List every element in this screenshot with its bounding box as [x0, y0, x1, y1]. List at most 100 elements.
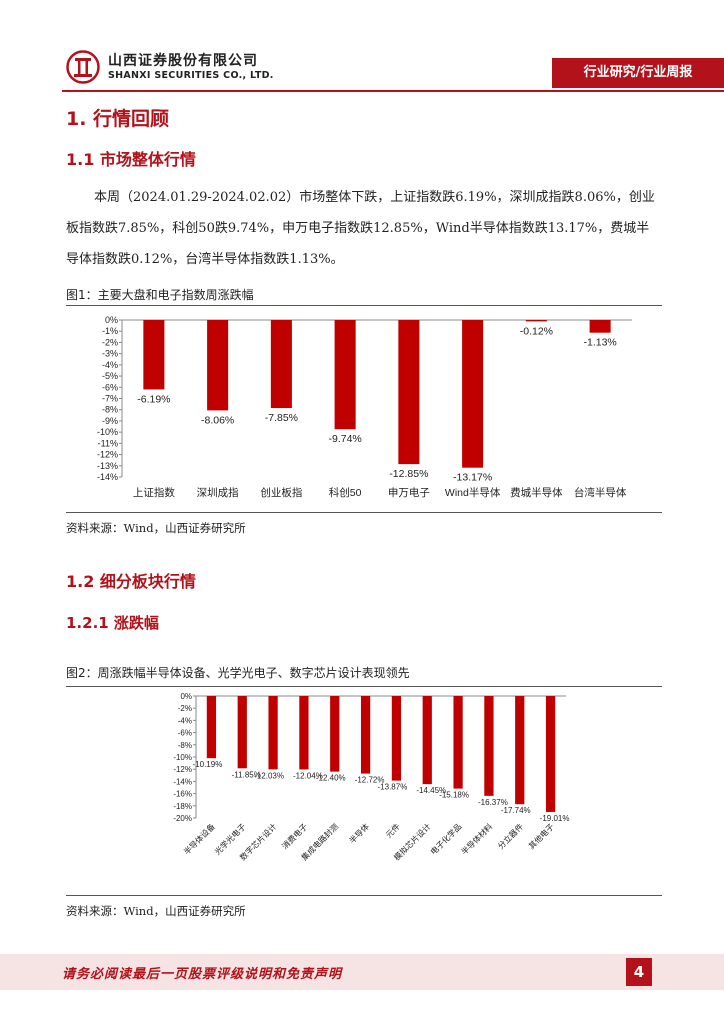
page-footer: 请务必阅读最后一页股票评级说明和免责声明 4: [0, 954, 724, 990]
market-summary-paragraph: 本周（2024.01.29-2024.02.02）市场整体下跌，上证指数跌6.1…: [66, 190, 655, 267]
chart2-bar: [299, 696, 309, 770]
chart1-data-label: -1.13%: [583, 337, 616, 349]
chart2-bar: [484, 696, 494, 796]
chart1-y-tick-label: -9%: [102, 416, 118, 426]
chart2-data-label: -12.03%: [254, 771, 284, 780]
figure-2-bottom-rule: [66, 895, 662, 896]
chart1-bar: [462, 320, 484, 468]
chart2-bar: [453, 696, 463, 789]
chart2-y-tick-label: -14%: [173, 777, 192, 786]
chart1-y-tick-label: -14%: [97, 472, 118, 482]
chart1-data-label: -6.19%: [137, 393, 170, 405]
company-name-cn: 山西证券股份有限公司: [108, 52, 258, 69]
chart2-bar: [360, 696, 371, 774]
chart2-data-label: -16.37%: [478, 798, 508, 807]
chart1-y-tick-label: -2%: [102, 337, 118, 347]
chart2-y-tick-label: -4%: [178, 716, 192, 725]
chart1-category-label: 科创50: [329, 486, 362, 499]
chart1-y-tick-label: -12%: [97, 450, 118, 460]
chart1-data-label: -12.85%: [389, 468, 428, 480]
chart1-y-tick-label: -4%: [102, 360, 118, 370]
figure-2-top-rule: [66, 686, 662, 687]
chart1-data-label: -9.74%: [328, 433, 361, 445]
chart1-y-tick-label: -3%: [102, 349, 118, 359]
figure-1-title: 图1：主要大盘和电子指数周涨跌幅: [66, 288, 254, 302]
chart1-bar: [334, 320, 356, 430]
chart1-bar: [143, 320, 165, 390]
header-divider: [62, 90, 724, 92]
chart1-y-tick-label: -8%: [102, 405, 118, 415]
section-heading-1-2-1: 1.2.1 涨跌幅: [66, 614, 159, 632]
chart2-bar: [268, 696, 278, 770]
chart2-bar: [391, 696, 402, 781]
chart2-data-label: -12.40%: [316, 774, 346, 783]
chart1-data-label: -13.17%: [453, 472, 492, 484]
chart2-category-label: 半导体材料: [459, 821, 494, 856]
chart1-bar: [589, 320, 611, 333]
company-logo-icon: [66, 50, 100, 84]
figure-2-chart: 0% -2% -4% -6% -8% -10% -12% -14% -16% -18% -20% -1…: [173, 692, 570, 862]
chart1-bar: [398, 320, 420, 465]
chart2-data-label: -19.01%: [540, 814, 570, 823]
chart2-data-label: -17.74%: [501, 806, 531, 815]
chart1-y-tick-label: -7%: [102, 394, 118, 404]
chart2-category-label: 半导体设备: [181, 821, 216, 856]
chart2-bar: [515, 696, 525, 805]
chart2-category-label: 电子化学品: [428, 821, 463, 856]
chart2-category-label: 其他电子: [526, 821, 556, 851]
section-heading-1-1: 1.1 市场整体行情: [66, 150, 196, 169]
figure-1-bottom-rule: [66, 512, 662, 513]
chart2-y-tick-label: -6%: [178, 729, 192, 738]
chart2-y-tick-label: -16%: [173, 790, 192, 799]
chart2-bar: [422, 696, 432, 785]
chart1-category-label: 台湾半导体: [574, 486, 627, 499]
chart2-y-tick-label: -8%: [178, 741, 192, 750]
chart2-bar: [237, 696, 247, 769]
figure-1-source: 资料来源：Wind，山西证券研究所: [66, 521, 246, 535]
chart2-category-label: 半导体: [347, 821, 371, 845]
chart2-bar: [330, 696, 340, 772]
chart2-bar: [206, 696, 217, 759]
chart2-y-tick-label: -18%: [173, 802, 192, 811]
chart1-data-label: -0.12%: [520, 325, 553, 337]
chart2-data-label: -13.87%: [378, 783, 408, 792]
chart1-category-label: Wind半导体: [445, 486, 501, 499]
figure-1-chart: 0%-1%-2% -3%-4%-5%-6% -7%-8%-9%-10%-11% -12…: [97, 315, 632, 499]
section-heading-1: 1. 行情回顾: [66, 108, 170, 130]
page-number: 4: [626, 958, 652, 986]
chart2-data-label: -15.18%: [439, 791, 469, 800]
chart2-y-tick-label: -10%: [173, 753, 192, 762]
chart1-y-tick-label: -6%: [102, 382, 118, 392]
figure-2-title: 图2：周涨跌幅半导体设备、光学光电子、数字芯片设计表现领先: [66, 666, 410, 680]
chart1-data-label: -8.06%: [201, 414, 234, 426]
report-type-tag: 行业研究/行业周报: [552, 58, 724, 88]
chart2-y-tick-label: 0%: [180, 692, 192, 701]
chart2-bar: [545, 696, 556, 812]
chart1-category-label: 申万电子: [388, 486, 430, 499]
chart2-category-label: 消费电子: [280, 821, 310, 851]
chart1-y-tick-label: -10%: [97, 427, 118, 437]
chart1-y-tick-label: -13%: [97, 461, 118, 471]
figure-2-source: 资料来源：Wind，山西证券研究所: [66, 904, 246, 918]
footer-disclaimer: 请务必阅读最后一页股票评级说明和免责声明: [62, 967, 343, 982]
chart1-y-tick-label: -1%: [102, 326, 118, 336]
chart1-y-tick-label: -11%: [98, 438, 118, 448]
chart1-bar: [207, 320, 229, 411]
chart1-bar: [270, 320, 292, 409]
company-logo: 山西证券股份有限公司 SHANXI SECURITIES CO., LTD.: [66, 50, 274, 84]
section-heading-1-2: 1.2 细分板块行情: [66, 572, 196, 591]
page-header: 山西证券股份有限公司 SHANXI SECURITIES CO., LTD. 行…: [0, 0, 724, 92]
chart1-bar: [525, 320, 547, 322]
chart2-data-label: -12.72%: [355, 776, 385, 785]
company-name-en: SHANXI SECURITIES CO., LTD.: [108, 69, 274, 81]
chart1-y-tick-label: -5%: [102, 371, 118, 381]
chart2-y-tick-label: -2%: [178, 704, 192, 713]
chart2-category-label: 元件: [383, 821, 401, 839]
figure-1-top-rule: [66, 305, 662, 306]
chart1-data-label: -7.85%: [265, 412, 298, 424]
chart1-y-tick-label: 0%: [105, 315, 118, 325]
chart1-category-label: 上证指数: [133, 486, 175, 499]
chart2-y-tick-label: -20%: [173, 814, 192, 823]
chart2-data-label: -12.04%: [293, 771, 323, 780]
chart2-data-label: -11.85%: [232, 770, 261, 779]
